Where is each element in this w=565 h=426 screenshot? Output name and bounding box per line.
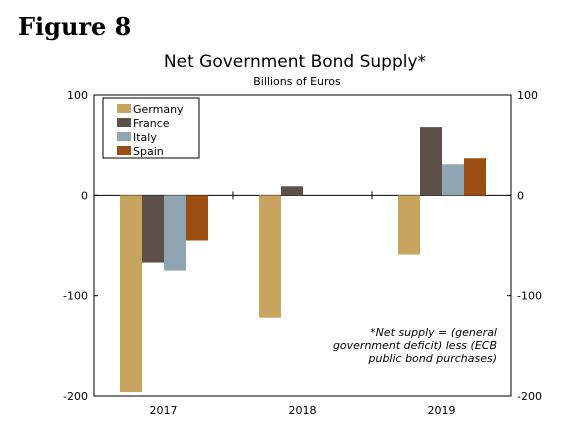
bar-france-2018 xyxy=(281,186,303,196)
y-tick-label-right: 0 xyxy=(517,189,524,202)
y-tick-label-right: -200 xyxy=(517,390,542,403)
y-tick-label-left: 0 xyxy=(81,189,88,202)
bar-germany-2019 xyxy=(398,195,420,255)
legend-label-france: France xyxy=(133,117,170,130)
bar-france-2017 xyxy=(142,195,164,263)
bar-italy-2017 xyxy=(164,195,186,271)
chart-note-line: public bond purchases) xyxy=(367,352,497,365)
x-tick-label: 2018 xyxy=(289,404,317,417)
bar-spain-2017 xyxy=(186,195,208,241)
x-tick-label: 2017 xyxy=(150,404,178,417)
y-tick-label-left: 100 xyxy=(67,89,88,102)
y-tick-label-right: -100 xyxy=(517,290,542,303)
legend-label-italy: Italy xyxy=(133,131,157,144)
figure-label: Figure 8 xyxy=(18,12,132,41)
legend-label-germany: Germany xyxy=(133,103,184,116)
legend-swatch-italy xyxy=(117,132,131,141)
y-tick-label-left: -100 xyxy=(63,290,88,303)
legend-label-spain: Spain xyxy=(133,145,164,158)
y-tick-label-left: -200 xyxy=(63,390,88,403)
chart-note-line: *Net supply = (general xyxy=(370,326,497,339)
legend-swatch-france xyxy=(117,118,131,127)
legend-swatch-spain xyxy=(117,146,131,155)
bar-italy-2019 xyxy=(442,164,464,196)
chart-title: Net Government Bond Supply* xyxy=(163,52,427,72)
bar-spain-2019 xyxy=(464,158,486,196)
plot-frame xyxy=(93,94,512,397)
bar-france-2019 xyxy=(420,127,442,196)
bar-germany-2018 xyxy=(259,195,281,318)
legend-swatch-germany xyxy=(117,104,131,113)
bar-germany-2017 xyxy=(120,195,142,392)
chart-note-line: government deficit) less (ECB xyxy=(333,339,497,352)
x-tick-label: 2019 xyxy=(428,404,456,417)
chart-subtitle: Billions of Euros xyxy=(253,75,341,88)
y-tick-label-right: 100 xyxy=(517,89,538,102)
